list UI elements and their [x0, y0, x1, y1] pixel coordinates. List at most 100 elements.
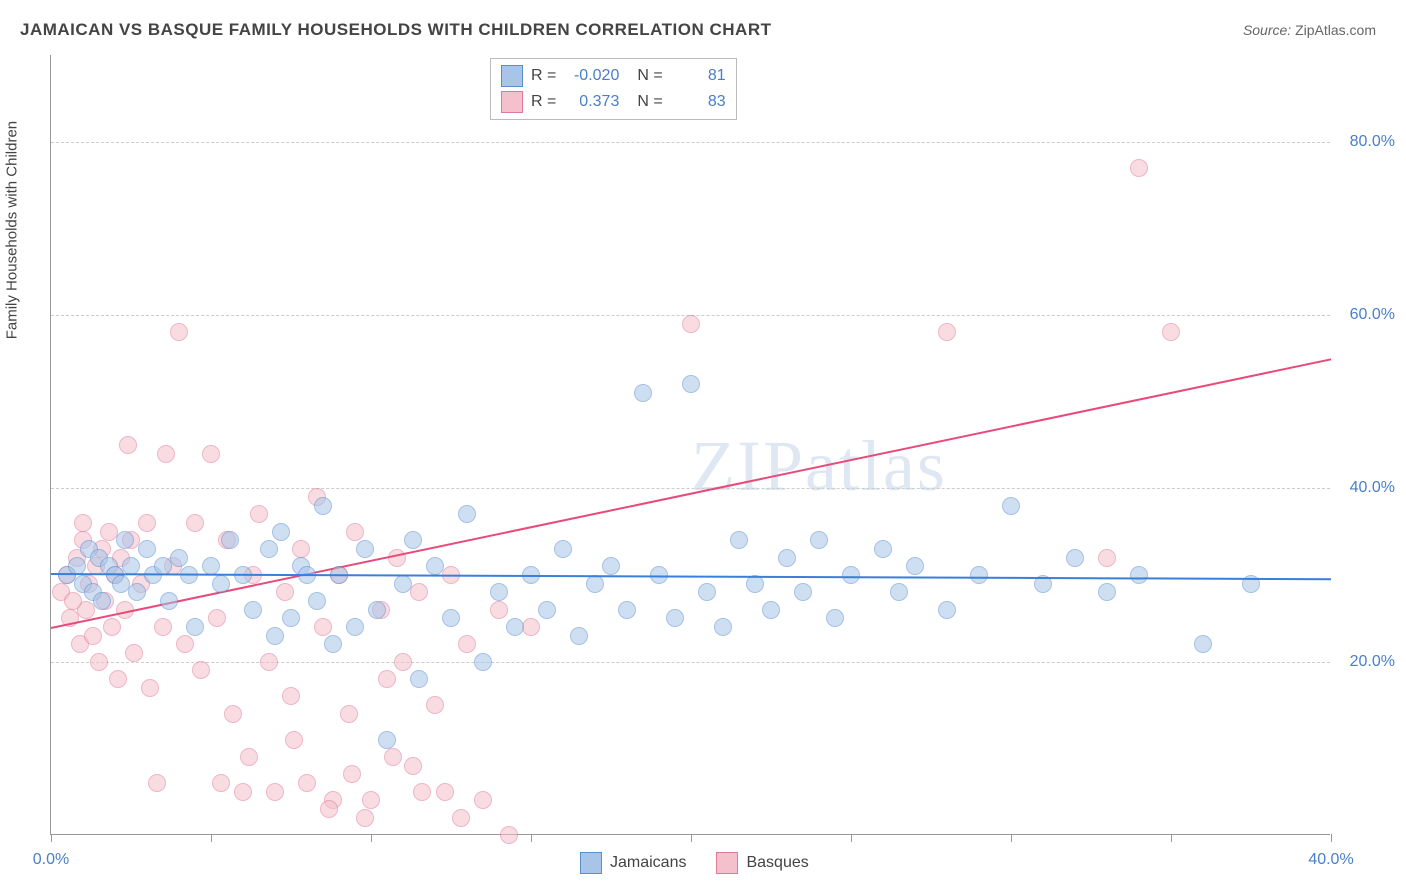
data-point-jamaicans [586, 575, 604, 593]
data-point-basques [1130, 159, 1148, 177]
stats-row-jamaicans: R = -0.020 N = 81 [501, 63, 726, 89]
data-point-basques [208, 609, 226, 627]
data-point-jamaicans [186, 618, 204, 636]
data-point-jamaicans [308, 592, 326, 610]
data-point-jamaicans [682, 375, 700, 393]
data-point-jamaicans [282, 609, 300, 627]
data-point-basques [298, 774, 316, 792]
data-point-jamaicans [394, 575, 412, 593]
data-point-jamaicans [324, 635, 342, 653]
data-point-jamaicans [93, 592, 111, 610]
xtick [51, 834, 52, 842]
n-value-basques: 83 [671, 93, 726, 111]
data-point-basques [224, 705, 242, 723]
data-point-jamaicans [826, 609, 844, 627]
data-point-jamaicans [938, 601, 956, 619]
data-point-basques [154, 618, 172, 636]
data-point-jamaicans [212, 575, 230, 593]
data-point-jamaicans [602, 557, 620, 575]
data-point-jamaicans [442, 609, 460, 627]
data-point-jamaicans [138, 540, 156, 558]
xtick [851, 834, 852, 842]
xtick [1171, 834, 1172, 842]
series-legend: Jamaicans Basques [580, 852, 809, 874]
xtick [531, 834, 532, 842]
data-point-basques [404, 757, 422, 775]
data-point-jamaicans [170, 549, 188, 567]
data-point-basques [282, 687, 300, 705]
data-point-basques [148, 774, 166, 792]
n-label: N = [637, 67, 662, 85]
swatch-jamaicans [501, 65, 523, 87]
y-axis-label: Family Households with Children [4, 121, 21, 339]
data-point-jamaicans [458, 505, 476, 523]
xtick [211, 834, 212, 842]
data-point-jamaicans [778, 549, 796, 567]
data-point-jamaicans [244, 601, 262, 619]
data-point-jamaicans [1002, 497, 1020, 515]
r-value-basques: 0.373 [564, 93, 619, 111]
data-point-basques [682, 315, 700, 333]
data-point-basques [141, 679, 159, 697]
chart-title: JAMAICAN VS BASQUE FAMILY HOUSEHOLDS WIT… [20, 20, 772, 40]
data-point-basques [362, 791, 380, 809]
ytick-label: 60.0% [1350, 306, 1395, 324]
data-point-basques [356, 809, 374, 827]
data-point-basques [436, 783, 454, 801]
data-point-basques [384, 748, 402, 766]
data-point-basques [138, 514, 156, 532]
data-point-basques [157, 445, 175, 463]
swatch-basques [716, 852, 738, 874]
data-point-basques [74, 514, 92, 532]
data-point-jamaicans [794, 583, 812, 601]
data-point-basques [343, 765, 361, 783]
data-point-basques [176, 635, 194, 653]
data-point-basques [109, 670, 127, 688]
data-point-jamaicans [426, 557, 444, 575]
data-point-basques [1098, 549, 1116, 567]
data-point-jamaicans [618, 601, 636, 619]
xtick [1011, 834, 1012, 842]
ytick-label: 20.0% [1350, 653, 1395, 671]
data-point-jamaicans [874, 540, 892, 558]
data-point-jamaicans [314, 497, 332, 515]
data-point-basques [125, 644, 143, 662]
data-point-basques [340, 705, 358, 723]
data-point-basques [410, 583, 428, 601]
data-point-jamaicans [221, 531, 239, 549]
legend-label-jamaicans: Jamaicans [610, 854, 686, 872]
ytick-label: 80.0% [1350, 133, 1395, 151]
data-point-jamaicans [378, 731, 396, 749]
ytick-label: 40.0% [1350, 479, 1395, 497]
data-point-basques [346, 523, 364, 541]
data-point-basques [276, 583, 294, 601]
data-point-jamaicans [346, 618, 364, 636]
legend-item-basques: Basques [716, 852, 808, 874]
data-point-jamaicans [714, 618, 732, 636]
r-label: R = [531, 67, 556, 85]
data-point-jamaicans [1098, 583, 1116, 601]
data-point-basques [90, 653, 108, 671]
xtick [1331, 834, 1332, 842]
n-value-jamaicans: 81 [671, 67, 726, 85]
data-point-basques [458, 635, 476, 653]
data-point-jamaicans [410, 670, 428, 688]
data-point-jamaicans [698, 583, 716, 601]
data-point-jamaicans [474, 653, 492, 671]
data-point-jamaicans [538, 601, 556, 619]
data-point-jamaicans [1130, 566, 1148, 584]
trend-line-basques [51, 358, 1331, 629]
data-point-basques [266, 783, 284, 801]
data-point-basques [64, 592, 82, 610]
data-point-basques [452, 809, 470, 827]
data-point-basques [314, 618, 332, 636]
r-value-jamaicans: -0.020 [564, 67, 619, 85]
xtick [371, 834, 372, 842]
r-label: R = [531, 93, 556, 111]
data-point-basques [212, 774, 230, 792]
data-point-jamaicans [1194, 635, 1212, 653]
data-point-jamaicans [906, 557, 924, 575]
data-point-jamaicans [266, 627, 284, 645]
data-point-jamaicans [634, 384, 652, 402]
data-point-basques [260, 653, 278, 671]
